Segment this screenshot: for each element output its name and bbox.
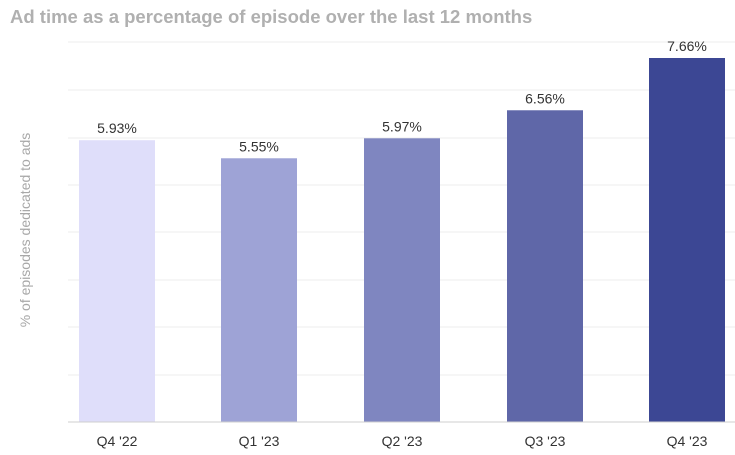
bar	[507, 110, 583, 422]
bars	[79, 58, 725, 423]
value-label: 5.55%	[239, 138, 279, 154]
category-label: Q4 '23	[667, 433, 708, 449]
bar	[79, 140, 155, 423]
value-labels: 5.93% 5.55% 5.97% 6.56% 7.66%	[97, 38, 707, 154]
value-label: 5.97%	[382, 118, 422, 134]
value-label: 7.66%	[667, 38, 707, 54]
value-label: 6.56%	[525, 90, 565, 106]
category-labels: Q4 '22 Q1 '23 Q2 '23 Q3 '23 Q4 '23	[97, 433, 708, 449]
category-label: Q1 '23	[239, 433, 280, 449]
category-label: Q2 '23	[382, 433, 423, 449]
bar	[364, 138, 440, 422]
chart-title: Ad time as a percentage of episode over …	[10, 6, 533, 27]
bar	[221, 158, 297, 423]
y-axis-label: % of episodes dedicated to ads	[17, 133, 33, 328]
bar	[649, 58, 725, 422]
value-label: 5.93%	[97, 120, 137, 136]
category-label: Q4 '22	[97, 433, 138, 449]
category-label: Q3 '23	[525, 433, 566, 449]
